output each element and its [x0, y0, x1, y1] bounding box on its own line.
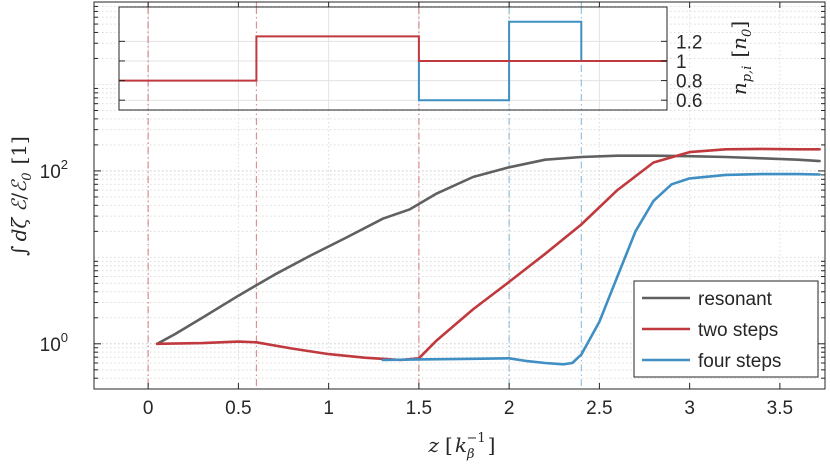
series-line-resonant — [155, 154, 821, 346]
y-label-zeta: ζ — [7, 217, 31, 229]
inset-label-n0: n — [727, 37, 751, 50]
legend: resonant two steps four steps — [633, 280, 819, 378]
main-plot-frame — [93, 1, 826, 390]
inset-y-tick-label: 1 — [676, 52, 687, 73]
y-tick-label: 100 — [40, 330, 68, 356]
inset-lines — [119, 20, 667, 102]
legend-label-resonant: resonant — [698, 289, 773, 310]
inset-ticks: 0.60.811.2 — [119, 32, 702, 112]
y-axis-label: ∫dζℰ/ℰ0[1] — [7, 136, 35, 256]
inset-label-n0-sub: 0 — [740, 29, 755, 37]
legend-label-two-steps: two steps — [698, 320, 778, 341]
x-tick-label: 1 — [323, 398, 334, 419]
inset-background — [119, 7, 667, 110]
x-tick-label: 3 — [684, 398, 695, 419]
x-tick-label: 1.5 — [406, 398, 432, 419]
y-label-d: d — [7, 229, 31, 242]
x-tick-label: 2 — [504, 398, 515, 419]
y-tick-base: 10 — [40, 335, 61, 356]
x-axis-label: z[kβ−1] — [428, 431, 496, 462]
x-tick-label: 3.5 — [767, 398, 793, 419]
x-tick-label: 0.5 — [225, 398, 251, 419]
y-tick-exponent: 0 — [61, 330, 68, 345]
x-label-k-sup: −1 — [467, 431, 486, 446]
x-tick-label: 2.5 — [586, 398, 612, 419]
y-tick-base: 10 — [40, 162, 61, 183]
inset-label-sub: p,i — [740, 66, 755, 83]
y-label-e0: ℰ — [7, 179, 31, 193]
series-line-four-steps — [381, 172, 821, 366]
inset-y-axis-label: np,i[n0] — [727, 21, 755, 95]
y-tick-label: 102 — [40, 157, 68, 183]
y-label-slash: / — [7, 193, 31, 200]
series-line-two-steps — [155, 147, 821, 362]
y-label-e: ℰ — [7, 198, 31, 212]
x-tick-label: 0 — [143, 398, 154, 419]
y-label-e0-sub: 0 — [20, 173, 35, 181]
inset-label-bracket-close: ] — [727, 21, 751, 29]
legend-label-four-steps: four steps — [698, 351, 781, 372]
inset-y-tick-label: 0.6 — [676, 91, 702, 112]
inset-series-line-two-steps — [119, 35, 667, 82]
inset-y-tick-label: 0.8 — [676, 72, 702, 93]
main-plot-lines — [155, 147, 821, 366]
y-label-integral: ∫ — [7, 245, 31, 255]
y-label-unit: [1] — [7, 136, 31, 164]
x-label-bracket-close: ] — [488, 433, 496, 457]
inset-y-tick-label: 1.2 — [676, 32, 702, 53]
x-label-k: k — [455, 433, 467, 457]
x-label-z: z — [428, 433, 440, 457]
x-label-k-sub: β — [466, 447, 475, 462]
inset-label-bracket-open: [ — [727, 50, 751, 58]
inset-frame — [118, 6, 668, 111]
x-label-bracket-open: [ — [445, 433, 453, 457]
y-tick-exponent: 2 — [61, 157, 68, 172]
inset-label-n: n — [727, 82, 751, 95]
